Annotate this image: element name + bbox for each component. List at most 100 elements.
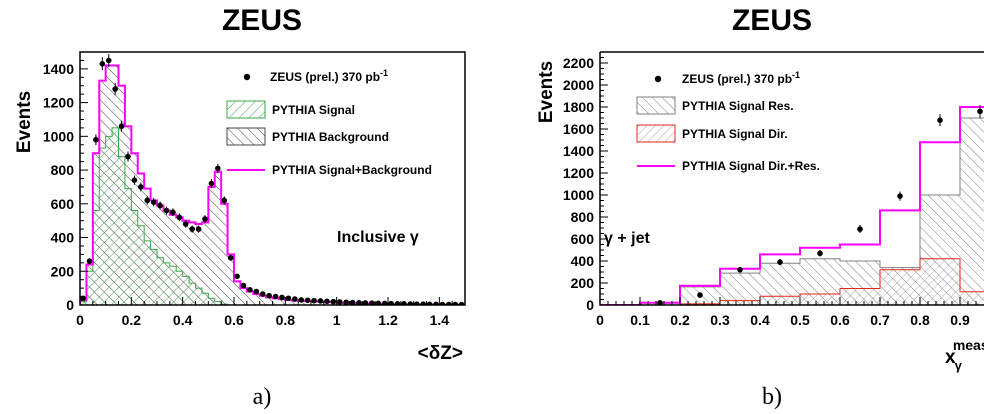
panel-b-x-tick-label: 0.4 [750,312,770,328]
panel-b-signal-res-outline [639,117,984,305]
panel-b-y-tick-label: 800 [571,209,595,225]
panel-b-y-tick-label: 200 [571,275,595,291]
panel-a-data-point [144,197,151,204]
panel-a-data-point [150,199,157,205]
panel-a-data-point [93,136,99,143]
panel-a-data-point [202,216,208,222]
panel-b-legend: ZEUS (prel.) 370 pb-1 PYTHIA Signal Res.… [636,70,820,173]
panel-a-x-tick-label: 0.6 [224,312,244,328]
panel-b-data-point [857,226,863,232]
panel-a-data-point [157,202,163,209]
panel-b: ZEUS Events 0 0.1 0.2 0.3 0.4 0.5 0.6 0.7 0.8 0.9… [536,4,984,410]
panel-b-y-tick-label: 600 [571,231,595,247]
panel-a-data-point [458,301,465,305]
panel-a-y-axis-label: Events [14,91,35,153]
panel-a-data-point [388,300,394,305]
panel-a-x-tick-label: 0 [76,312,84,328]
panel-a-data-point [343,299,349,305]
panel-a-x-tick-label: 1.4 [430,312,450,328]
panel-b-data-point [737,267,743,273]
panel-a-data-point [163,207,170,214]
panel-b-y-tick-label: 2000 [563,77,594,93]
panel-a-data-point [336,299,343,305]
panel-a-signal-outline [80,127,465,305]
panel-a-data-point [227,254,234,261]
panel-a-data-point [118,123,125,130]
panel-b-x-axis-label: xγmeas [945,337,984,373]
panel-a-data-point [125,153,131,160]
panel-a-data-point [311,297,317,304]
panel-a-x-axis-label: <δZ> [418,343,463,364]
panel-a-data-point [375,300,382,305]
panel-b-y-tick-label: 1800 [563,99,594,115]
panel-a-data-point [356,300,362,305]
panel-b-data-point [817,250,823,257]
panel-b-x-tick-label: 0.9 [950,312,970,328]
panel-b-data-point [777,259,783,265]
panel-a-data-point [439,301,446,305]
panel-a-data-point [446,301,452,305]
panel-a-data-point [452,301,459,305]
panel-b-title: ZEUS [732,4,812,37]
panel-b-data-point [977,108,983,115]
panel-a-data-point [369,300,375,305]
panel-a-data-point [407,301,414,305]
panel-a-y-tick-label: 400 [51,230,75,246]
panel-b-x-tick-label: 0.6 [830,312,850,328]
panel-b-y-tick-label: 2200 [563,55,594,71]
panel-a-legend-sum: PYTHIA Signal+Background [272,163,432,177]
panel-a-data-point [413,301,420,305]
panel-a-data-point [182,221,189,227]
panel-a-y-tick-label: 1200 [43,95,74,111]
panel-a-legend-signal: PYTHIA Signal [272,103,355,117]
panel-b-x-tick-label: 0.3 [710,312,730,328]
panel-a-data-point [221,197,228,204]
panel-a-legend: ZEUS (prel.) 370 pb-1 PYTHIA Signal PYTH… [226,68,432,177]
panel-a-data-point [208,180,215,187]
panel-a-data-point [330,298,337,305]
panel-a-background-area [80,65,465,305]
panel-a-data-point [266,292,272,299]
panel-a-data-point [298,297,305,303]
panel-a-data-point [272,293,279,300]
panel-b-legend-data-marker [654,75,662,83]
panel-b-signal-dir-area [640,258,984,305]
panel-b-legend-sum: PYTHIA Signal Dir.+Res. [682,159,820,173]
panel-a-data-point [381,300,388,305]
panel-b-y-axis-label: Events [536,61,557,123]
panel-b-y-tick-label: 1400 [563,143,594,159]
panel-a-data-point [394,301,401,305]
panel-b-data-point [697,292,703,298]
panel-a-data-point [240,282,247,289]
panel-b-axes: 0 0.1 0.2 0.3 0.4 0.5 0.6 0.7 0.8 0.9 0 200 400 600 80… [563,55,977,328]
panel-b-y-tick-label: 0 [586,297,594,313]
panel-b-y-tick-label: 400 [571,253,595,269]
panel-a-data-point [433,301,439,305]
panel-a-data-point [247,287,253,293]
panel-a-data-point [259,291,266,297]
panel-a-y-tick-label: 800 [51,162,75,178]
panel-a-y-tick-label: 600 [51,196,75,212]
panel-a-legend-signal-swatch [226,100,266,119]
panel-b-data-points [657,105,983,305]
panel-b-x-tick-label: 0.1 [630,312,650,328]
panel-b-caption: b) [762,384,782,410]
panel-b-data-point [937,117,943,123]
panel-a-legend-background-swatch [226,127,266,146]
panel-a-data-point [253,288,260,295]
panel-a-data-point [112,86,118,92]
panel-a-data-point [105,57,112,64]
panel-a-data-point [189,226,195,232]
panel-a-data-point [349,299,356,305]
panel-a-data-point [304,297,311,304]
panel-a-data-point [195,226,202,232]
panel-a-y-tick-label: 200 [51,263,75,279]
panel-a: ZEUS Events 0 0.2 0.4 0.6 0.8 1 1.2 1.4 0 200 400 6… [14,4,466,410]
panel-a-y-tick-label: 1400 [43,61,74,77]
panel-a-x-tick-label: 1.2 [378,312,398,328]
panel-a-data-point [99,61,106,67]
panel-b-data-point [897,193,903,199]
panel-a-legend-data: ZEUS (prel.) 370 pb-1 [270,68,388,84]
panel-b-y-tick-label: 1600 [563,121,594,137]
